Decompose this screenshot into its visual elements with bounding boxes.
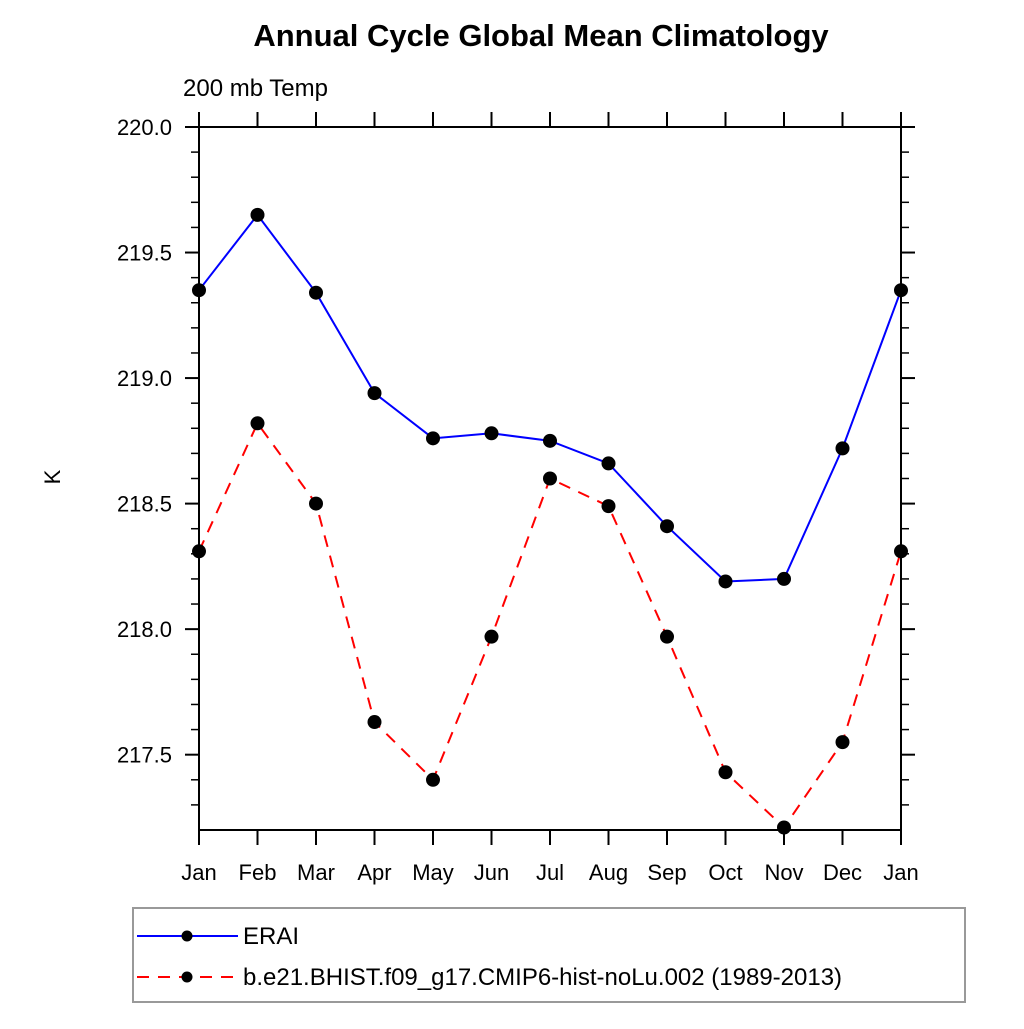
legend-marker-0 xyxy=(181,930,193,942)
data-point-marker xyxy=(192,283,206,298)
data-point-marker xyxy=(718,765,733,780)
data-point-marker xyxy=(250,416,265,431)
data-point-marker xyxy=(894,283,908,298)
x-tick-label: Aug xyxy=(589,860,628,885)
legend-box xyxy=(132,907,966,1003)
x-tick-label: Jul xyxy=(536,860,564,885)
data-point-marker xyxy=(309,285,323,300)
legend-marker-1 xyxy=(181,971,193,983)
data-point-marker xyxy=(543,433,557,448)
legend-label-0: ERAI xyxy=(243,923,299,950)
x-tick-label: Nov xyxy=(764,860,803,885)
data-point-marker xyxy=(777,571,791,586)
data-point-marker xyxy=(192,544,206,559)
data-point-marker xyxy=(835,735,850,750)
data-point-marker xyxy=(894,544,908,559)
x-tick-label: Jan xyxy=(181,860,216,885)
data-point-marker xyxy=(601,499,616,514)
data-point-marker xyxy=(367,386,382,401)
data-point-marker xyxy=(777,820,791,835)
x-tick-label: Sep xyxy=(647,860,686,885)
y-tick-label: 220.0 xyxy=(117,115,172,140)
x-tick-label: Jun xyxy=(474,860,509,885)
y-tick-label: 218.5 xyxy=(117,492,172,517)
series-line-0 xyxy=(198,213,902,583)
data-point-marker xyxy=(601,456,616,471)
x-tick-label: Apr xyxy=(357,860,391,885)
series-lines xyxy=(192,207,908,835)
x-tick-label: Feb xyxy=(239,860,277,885)
data-point-marker xyxy=(484,426,499,441)
chart-subtitle: 200 mb Temp xyxy=(183,75,328,102)
data-point-marker xyxy=(718,574,733,589)
data-point-marker xyxy=(660,519,674,534)
x-tick-label: Jan xyxy=(883,860,918,885)
x-tick-label: Dec xyxy=(823,860,862,885)
y-axis-label: K xyxy=(40,469,65,484)
chart-title: Annual Cycle Global Mean Climatology xyxy=(253,18,829,53)
data-point-marker xyxy=(250,207,265,222)
y-tick-label: 219.5 xyxy=(117,241,172,266)
data-point-marker xyxy=(309,496,323,511)
data-point-marker xyxy=(426,772,440,787)
x-tick-label: Oct xyxy=(708,860,742,885)
y-tick-label: 219.0 xyxy=(117,366,172,391)
legend: ERAI b.e21.BHIST.f09_g17.CMIP6-hist-noLu.… xyxy=(132,907,966,1003)
data-point-marker xyxy=(660,629,674,644)
x-tick-label: Mar xyxy=(297,860,335,885)
data-point-marker xyxy=(543,471,557,486)
data-point-marker xyxy=(426,431,440,446)
y-tick-label: 217.5 xyxy=(117,743,172,768)
legend-label-1: b.e21.BHIST.f09_g17.CMIP6-hist-noLu.002 … xyxy=(243,964,842,991)
data-point-marker xyxy=(367,715,382,730)
x-tick-label: May xyxy=(412,860,454,885)
data-point-marker xyxy=(484,629,499,644)
data-point-marker xyxy=(835,441,850,456)
axes: Jan Feb Mar Apr May Jun Jul Aug Sep Oct Nov Dec Jan 2… xyxy=(117,112,919,885)
y-tick-label: 218.0 xyxy=(117,617,172,642)
